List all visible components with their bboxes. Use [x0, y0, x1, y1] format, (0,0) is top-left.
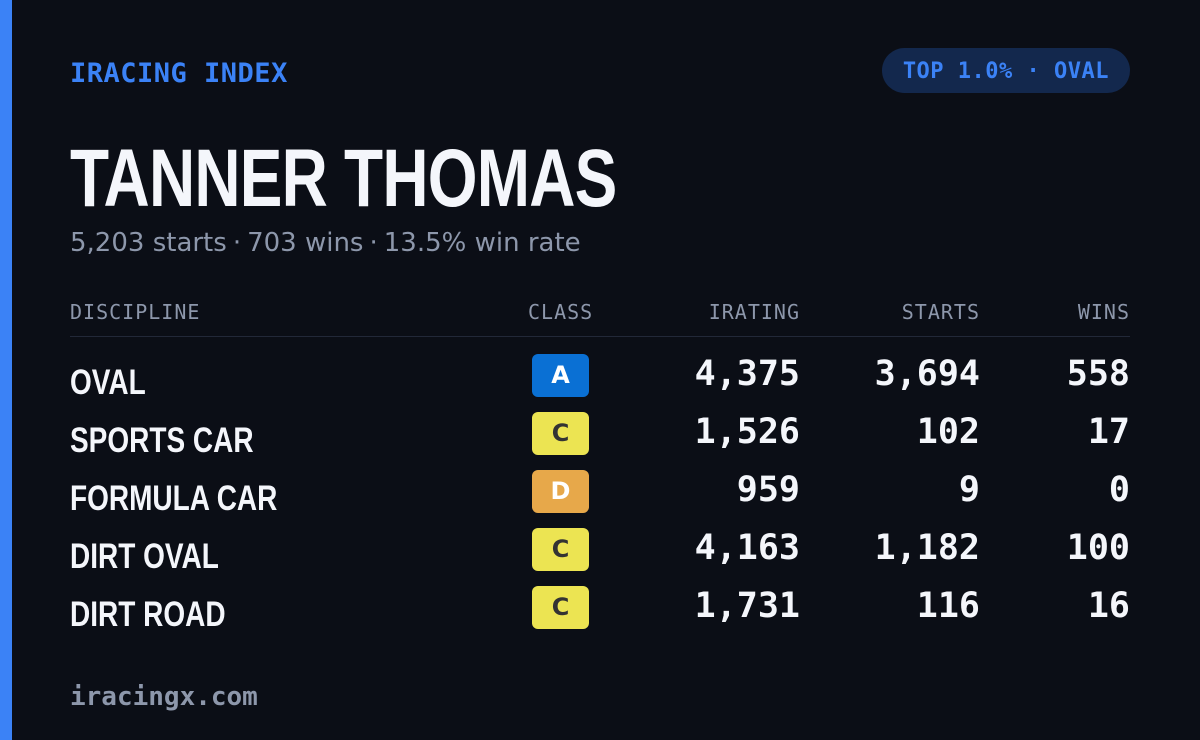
header-irating: IRATING	[708, 300, 800, 324]
class-badge: C	[532, 412, 589, 455]
discipline-name: SPORTS CAR	[70, 421, 254, 460]
starts-value: 102	[916, 412, 980, 452]
wins-value: 17	[1087, 412, 1130, 452]
table-row: FORMULA CAR D 959 9 0	[70, 469, 1130, 527]
wins-value: 16	[1087, 586, 1130, 626]
discipline-name: DIRT OVAL	[70, 537, 219, 576]
table-header: DISCIPLINE CLASS IRATING STARTS WINS	[70, 300, 1130, 337]
class-badge: C	[532, 528, 589, 571]
brand-title: IRACING INDEX	[70, 58, 288, 89]
irating-value: 4,375	[694, 354, 800, 394]
discipline-table: DISCIPLINE CLASS IRATING STARTS WINS OVA…	[70, 300, 1130, 643]
irating-value: 1,731	[694, 586, 800, 626]
starts-value: 116	[916, 586, 980, 626]
footer-url: iracingx.com	[70, 682, 258, 712]
discipline-name: DIRT ROAD	[70, 595, 226, 634]
header-starts: STARTS	[901, 300, 980, 324]
wins-value: 100	[1066, 528, 1130, 568]
table-body: OVAL A 4,375 3,694 558 SPORTS CAR C 1,52…	[70, 353, 1130, 643]
rank-badge: TOP 1.0% · OVAL	[881, 48, 1130, 93]
summary-separator: ·	[232, 228, 242, 258]
wins-count: 703 wins	[247, 228, 364, 258]
table-row: SPORTS CAR C 1,526 102 17	[70, 411, 1130, 469]
irating-value: 959	[736, 470, 800, 510]
header-wins: WINS	[1077, 300, 1130, 324]
wins-value: 558	[1066, 354, 1130, 394]
starts-value: 3,694	[874, 354, 980, 394]
class-badge: A	[532, 354, 589, 397]
irating-value: 1,526	[694, 412, 800, 452]
driver-name: TANNER THOMAS	[70, 133, 617, 224]
summary-separator: ·	[369, 228, 378, 258]
driver-summary: 5,203 starts · 703 wins · 13.5% win rate	[70, 228, 581, 258]
accent-bar	[0, 0, 12, 740]
table-row: DIRT OVAL C 4,163 1,182 100	[70, 527, 1130, 585]
starts-count: 5,203 starts	[70, 228, 227, 258]
win-rate: 13.5% win rate	[383, 228, 581, 258]
starts-value: 9	[958, 470, 980, 510]
wins-value: 0	[1108, 470, 1130, 510]
class-badge: D	[532, 470, 589, 513]
table-row: DIRT ROAD C 1,731 116 16	[70, 585, 1130, 643]
discipline-name: FORMULA CAR	[70, 479, 278, 518]
irating-value: 4,163	[694, 528, 800, 568]
class-badge: C	[532, 586, 589, 629]
header-class: CLASS	[528, 300, 594, 324]
starts-value: 1,182	[874, 528, 980, 568]
table-row: OVAL A 4,375 3,694 558	[70, 353, 1130, 411]
discipline-name: OVAL	[70, 363, 146, 402]
header-discipline: DISCIPLINE	[70, 300, 201, 324]
